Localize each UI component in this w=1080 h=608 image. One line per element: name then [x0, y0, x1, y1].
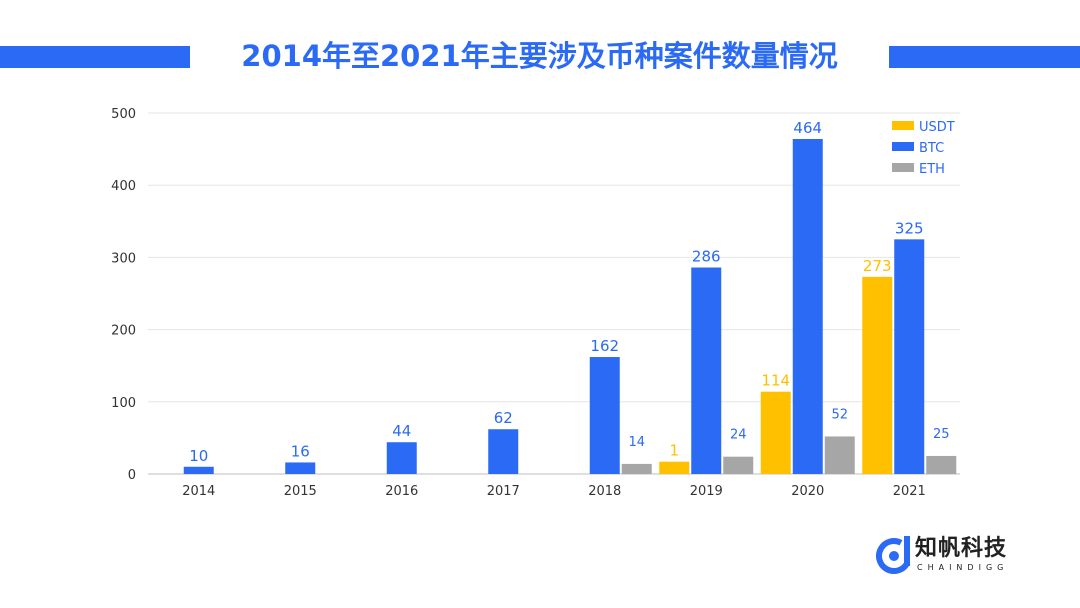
bar-btc-2020	[792, 138, 823, 474]
legend-label-usdt: USDT	[919, 120, 955, 135]
x-tick-label-2020: 2020	[791, 484, 824, 499]
y-tick-label-200: 200	[111, 324, 136, 339]
bar-btc-2019	[691, 267, 722, 474]
bar-eth-2020	[824, 436, 855, 474]
y-tick-label-400: 400	[111, 179, 136, 194]
bar-usdt-2021	[862, 276, 893, 474]
data-label-btc-2016: 44	[392, 422, 411, 440]
y-tick-label-300: 300	[111, 251, 136, 266]
x-tick-label-2019: 2019	[690, 484, 723, 499]
legend-label-eth: ETH	[919, 162, 945, 177]
legend-swatch-usdt	[892, 121, 914, 130]
bar-btc-2018	[589, 357, 620, 474]
bar-btc-2015	[285, 462, 316, 474]
bar-usdt-2020	[760, 391, 791, 474]
logo-subtitle: CHAINDIGG	[917, 563, 1009, 572]
bar-btc-2016	[386, 442, 417, 474]
data-label-btc-2019: 286	[692, 248, 721, 266]
y-tick-label-100: 100	[111, 396, 136, 411]
x-tick-label-2016: 2016	[385, 484, 418, 499]
bar-eth-2018	[621, 463, 652, 474]
data-label-usdt-2021: 273	[863, 257, 892, 275]
legend-swatch-btc	[892, 142, 914, 151]
bar-eth-2021	[926, 455, 957, 474]
legend-label-btc: BTC	[919, 141, 944, 156]
x-tick-label-2021: 2021	[893, 484, 926, 499]
data-label-btc-2017: 62	[494, 409, 513, 427]
x-tick-label-2017: 2017	[487, 484, 520, 499]
data-label-btc-2015: 16	[291, 442, 310, 460]
x-tick-label-2014: 2014	[182, 484, 215, 499]
legend-swatch-eth	[892, 163, 914, 172]
data-label-eth-2021: 25	[933, 427, 950, 442]
bar-usdt-2019	[659, 461, 690, 474]
y-tick-label-500: 500	[111, 107, 136, 122]
chaindigg-logo-icon	[876, 536, 912, 574]
x-tick-label-2018: 2018	[588, 484, 621, 499]
bar-btc-2014	[183, 466, 214, 474]
x-tick-label-2015: 2015	[284, 484, 317, 499]
y-tick-label-0: 0	[128, 468, 136, 483]
data-label-usdt-2020: 114	[761, 372, 790, 390]
bar-eth-2019	[723, 456, 754, 474]
data-label-eth-2020: 52	[831, 407, 848, 422]
data-label-btc-2020: 464	[793, 119, 822, 137]
data-label-eth-2019: 24	[730, 428, 747, 443]
title-bar-left	[0, 46, 190, 68]
data-label-btc-2018: 162	[590, 337, 619, 355]
page-title: 2014年至2021年主要涉及币种案件数量情况	[241, 39, 838, 73]
title-bar-right	[889, 46, 1080, 68]
data-label-btc-2021: 325	[895, 219, 924, 237]
bar-btc-2017	[488, 429, 519, 474]
bar-btc-2021	[894, 239, 925, 474]
data-label-usdt-2019: 1	[669, 442, 679, 460]
logo-name: 知帆科技	[915, 536, 1008, 561]
data-label-eth-2018: 14	[628, 435, 645, 450]
data-label-btc-2014: 10	[189, 447, 208, 465]
